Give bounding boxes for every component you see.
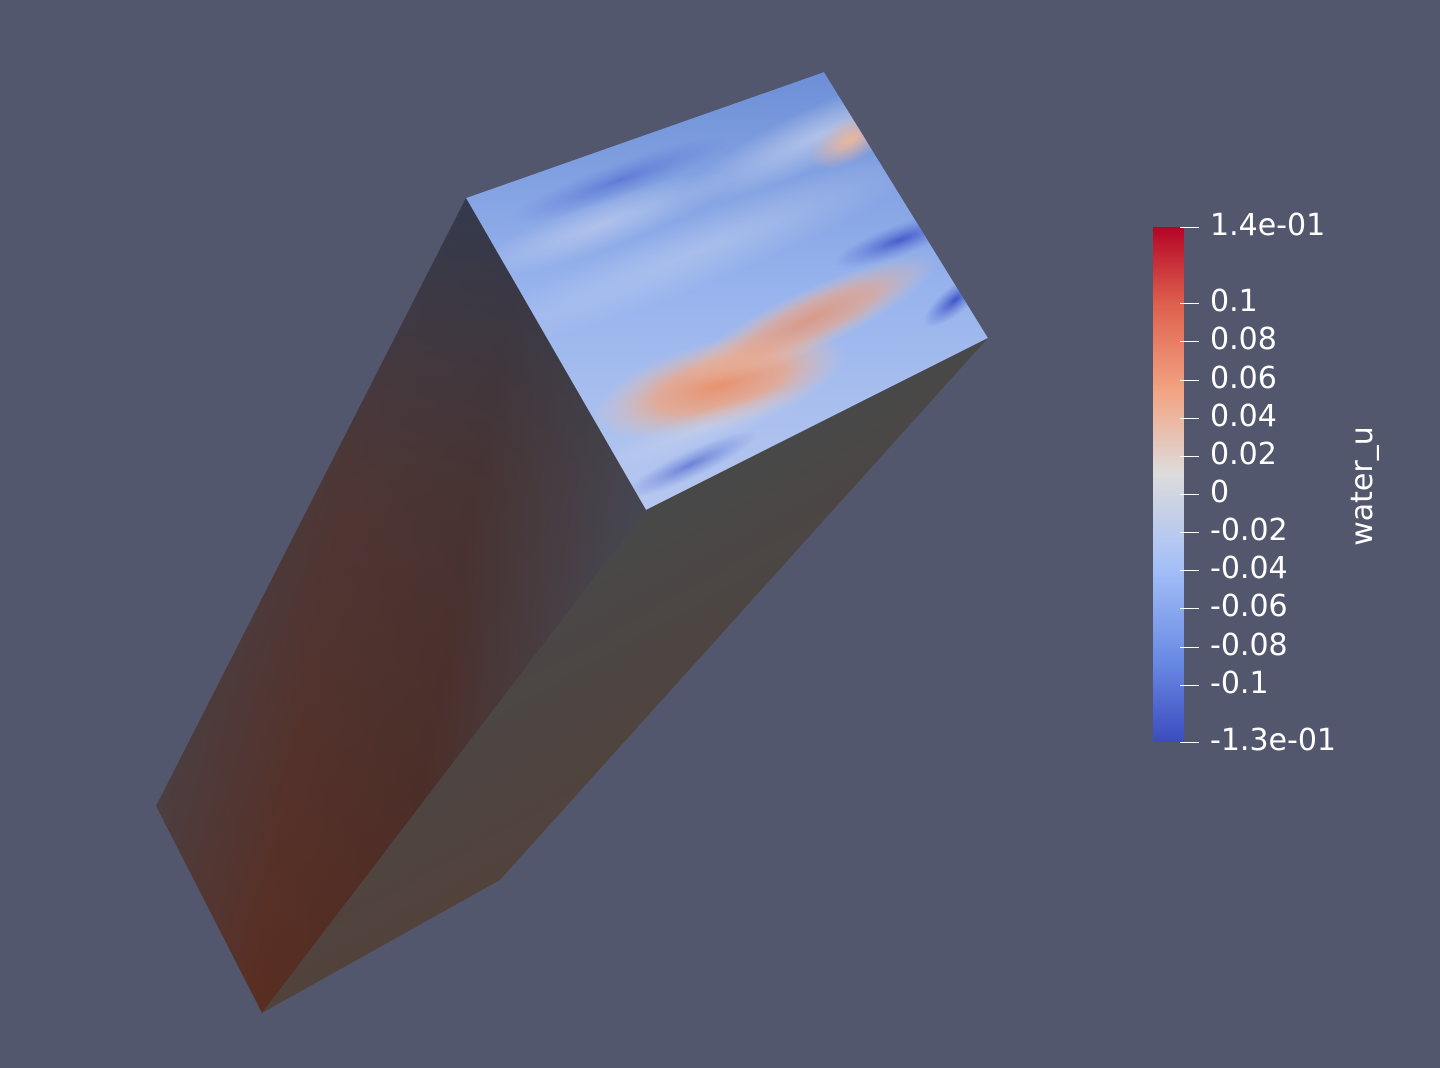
colorbar-tick-label: -0.1: [1210, 666, 1269, 701]
colorbar-tick-label: 1.4e-01: [1210, 208, 1326, 243]
colorbar-tick-mark: [1180, 742, 1199, 743]
colorbar-tick-mark: [1180, 380, 1199, 381]
colorbar-tick-label: 0.08: [1210, 322, 1277, 357]
colorbar-tick-mark: [1180, 608, 1199, 609]
colorbar-tick-label: 0: [1210, 475, 1230, 510]
colorbar-title: water_u: [1345, 426, 1380, 546]
colorbar-tick-label: 0.06: [1210, 361, 1277, 396]
colorbar-tick-mark: [1180, 456, 1199, 457]
colorbar-tick-label: -1.3e-01: [1210, 723, 1336, 758]
colorbar-tick-mark: [1180, 418, 1199, 419]
colorbar-tick-mark: [1180, 303, 1199, 304]
colorbar-tick-label: -0.08: [1210, 628, 1288, 663]
colorbar-tick-label: 0.04: [1210, 399, 1277, 434]
colorbar-gradient: [1153, 227, 1184, 742]
colorbar-tick-label: -0.04: [1210, 551, 1288, 586]
colorbar-tick-mark: [1180, 341, 1199, 342]
colorbar-tick-mark: [1180, 685, 1199, 686]
colorbar-tick-label: -0.02: [1210, 513, 1288, 548]
box-left-face-shade: [156, 198, 646, 1013]
colorbar-tick-label: -0.06: [1210, 589, 1288, 624]
colorbar-tick-mark: [1180, 494, 1199, 495]
colorbar-tick-mark: [1180, 647, 1199, 648]
box-right-face: [262, 338, 988, 1013]
colorbar-tick-mark: [1180, 227, 1199, 228]
colorbar-tick-label: 0.1: [1210, 284, 1258, 319]
colorbar-tick-mark: [1180, 570, 1199, 571]
colorbar-tick-mark: [1180, 532, 1199, 533]
colorbar-tick-label: 0.02: [1210, 437, 1277, 472]
